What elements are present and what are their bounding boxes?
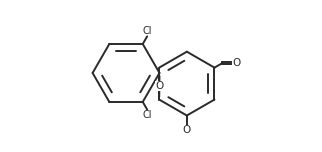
Text: O: O [232, 58, 240, 68]
Text: Cl: Cl [142, 110, 152, 120]
Text: O: O [155, 81, 164, 91]
Text: O: O [183, 125, 191, 135]
Text: Cl: Cl [142, 26, 152, 36]
